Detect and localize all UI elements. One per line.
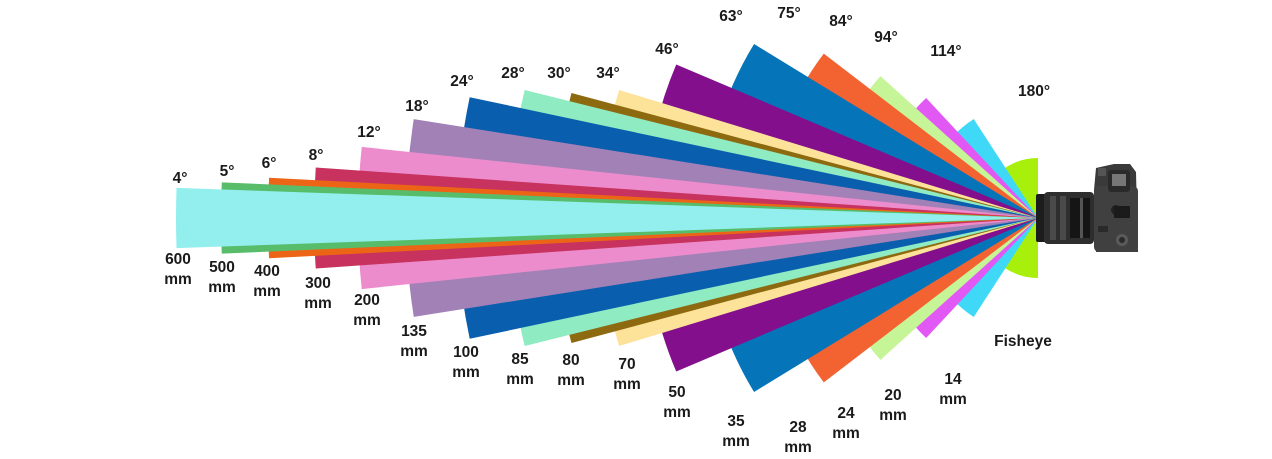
focal-length-label: 50 mm [663, 384, 691, 421]
fov-angle-label: 46° [655, 41, 678, 58]
dslr-camera-icon [1036, 164, 1138, 252]
fov-angle-label: 12° [357, 124, 380, 141]
fov-angle-label: 114° [930, 43, 961, 60]
focal-length-label: 85 mm [506, 351, 534, 388]
fov-angle-label: 94° [874, 29, 897, 46]
fov-angle-label: 4° [173, 170, 188, 187]
focal-length-label: 300 mm [304, 275, 332, 312]
fov-angle-label: 28° [501, 65, 524, 82]
focal-length-label: 28 mm [784, 419, 812, 456]
focal-length-label: 14 mm [939, 371, 967, 408]
fov-angle-label: 75° [777, 5, 800, 22]
fov-wedge [176, 187, 1039, 249]
focal-length-label: 20 mm [879, 387, 907, 424]
fov-angle-label: 8° [309, 147, 324, 164]
fov-angle-label: 5° [220, 163, 235, 180]
focal-length-label: 600 mm [164, 251, 192, 288]
focal-length-label: 500 mm [208, 259, 236, 296]
focal-length-label: 24 mm [832, 405, 860, 442]
focal-length-label: 100 mm [452, 344, 480, 381]
focal-length-label: 200 mm [353, 292, 381, 329]
fov-angle-label: 18° [405, 98, 428, 115]
focal-length-label: 400 mm [253, 263, 281, 300]
fov-wedges [176, 44, 1039, 392]
fov-angle-label: 30° [547, 65, 570, 82]
fov-angle-label: 34° [596, 65, 619, 82]
fov-angle-label: 6° [262, 155, 277, 172]
focal-length-label: 35 mm [722, 413, 750, 450]
fov-angle-label: 24° [450, 73, 473, 90]
focal-length-label: Fisheye [994, 333, 1052, 350]
focal-length-label: 135 mm [400, 323, 428, 360]
focal-length-label: 70 mm [613, 356, 641, 393]
focal-length-label: 80 mm [557, 352, 585, 389]
lens-labels: 4° 600 mm 5° 500 mm 6° 400 mm 8° 300 mm 12° 200 mm 18° 1… [164, 5, 1052, 456]
fov-angle-label: 180° [1018, 83, 1050, 100]
fov-angle-label: 84° [829, 13, 852, 30]
fov-angle-label: 63° [719, 8, 742, 25]
